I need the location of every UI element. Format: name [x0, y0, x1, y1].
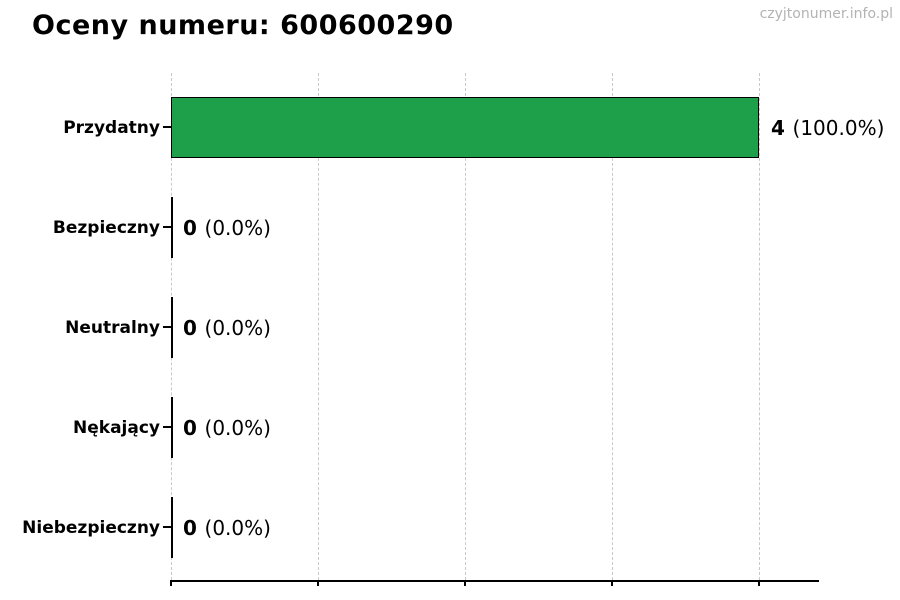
y-axis-tick: [163, 526, 171, 528]
x-axis-tick: [464, 580, 466, 586]
value-label: 0 (0.0%): [183, 397, 271, 458]
value-percent: (0.0%): [204, 315, 271, 340]
bar: [171, 297, 173, 358]
category-label-przydatny: Przydatny: [63, 117, 160, 138]
value-label: 0 (0.0%): [183, 197, 271, 258]
gridline: [465, 73, 466, 580]
value-label: 0 (0.0%): [183, 297, 271, 358]
value-count: 0: [183, 215, 197, 240]
y-axis-tick: [163, 426, 171, 428]
bar: [171, 497, 173, 558]
plot-area: 4 (100.0%) 0 (0.0%) 0 (0.0%) 0 (0.0%) 0 …: [171, 72, 884, 582]
x-axis-tick: [170, 580, 172, 586]
value-percent: (0.0%): [204, 415, 271, 440]
y-axis-tick: [163, 326, 171, 328]
gridline: [759, 73, 760, 580]
value-count: 0: [183, 515, 197, 540]
x-axis-tick: [758, 580, 760, 586]
category-label-niebezpieczny: Niebezpieczny: [22, 517, 160, 538]
bar: [171, 97, 759, 158]
category-label-neutralny: Neutralny: [65, 317, 160, 338]
gridline: [612, 73, 613, 580]
value-label: 4 (100.0%): [771, 97, 884, 158]
x-axis-tick: [611, 580, 613, 586]
value-count: 4: [771, 115, 785, 140]
value-percent: (0.0%): [204, 515, 271, 540]
watermark: czyjtonumer.info.pl: [759, 6, 893, 22]
bar: [171, 197, 173, 258]
chart-title: Oceny numeru: 600600290: [32, 10, 454, 41]
y-axis-tick: [163, 126, 171, 128]
value-count: 0: [183, 415, 197, 440]
category-label-nekajacy: Nękający: [73, 417, 160, 438]
value-label: 0 (0.0%): [183, 497, 271, 558]
gridline: [318, 73, 319, 580]
value-count: 0: [183, 315, 197, 340]
category-label-bezpieczny: Bezpieczny: [52, 217, 160, 238]
bar: [171, 397, 173, 458]
value-percent: (0.0%): [204, 215, 271, 240]
y-axis-tick: [163, 226, 171, 228]
value-percent: (100.0%): [792, 115, 885, 140]
x-axis-tick: [317, 580, 319, 586]
